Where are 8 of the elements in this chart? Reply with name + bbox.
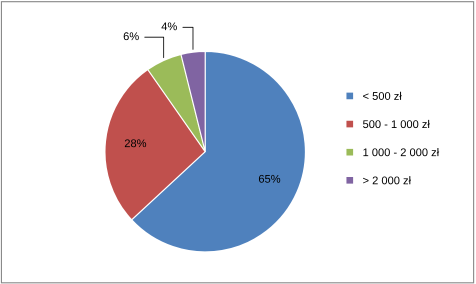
data-label: 4% (161, 22, 177, 30)
legend-label: 1 000 - 2 000 zł (363, 148, 440, 156)
data-label: 6% (124, 32, 139, 40)
legend-label: 500 - 1 000 zł (363, 120, 430, 128)
legend-label: < 500 zł (363, 92, 402, 100)
data-label: 28% (124, 139, 146, 148)
data-label: 65% (258, 174, 280, 183)
legend-label: > 2 000 zł (363, 176, 411, 184)
